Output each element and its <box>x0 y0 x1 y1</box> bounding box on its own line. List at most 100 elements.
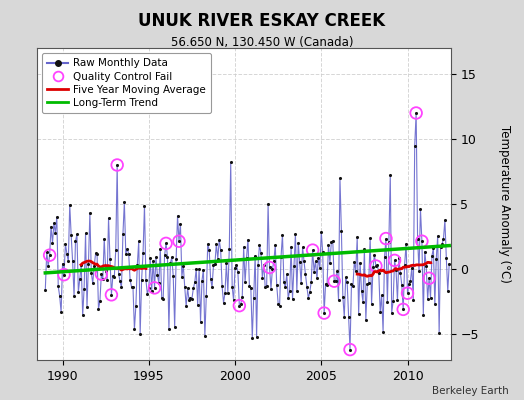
Point <box>99 276 107 283</box>
Point <box>429 245 438 251</box>
Point <box>89 280 97 286</box>
Point <box>189 285 198 292</box>
Point <box>382 235 390 242</box>
Point <box>377 292 386 298</box>
Point <box>221 290 229 296</box>
Point <box>300 258 308 265</box>
Point <box>268 266 277 272</box>
Point <box>301 271 310 277</box>
Point <box>419 311 428 318</box>
Point <box>136 331 145 337</box>
Point <box>205 246 213 253</box>
Point <box>139 250 147 256</box>
Point <box>296 259 304 266</box>
Point <box>152 254 160 261</box>
Point <box>81 230 90 236</box>
Point <box>85 210 94 216</box>
Point <box>360 246 368 252</box>
Point <box>425 275 433 282</box>
Point <box>64 258 72 265</box>
Point <box>80 286 89 292</box>
Point <box>162 240 170 246</box>
Point <box>222 260 231 266</box>
Point <box>156 246 165 252</box>
Point <box>261 284 269 291</box>
Point <box>365 280 373 286</box>
Point <box>77 261 85 268</box>
Point <box>178 274 186 280</box>
Point <box>146 255 155 261</box>
Point <box>290 263 298 269</box>
Point <box>346 346 354 353</box>
Point <box>83 304 91 310</box>
Point <box>326 259 334 266</box>
Point <box>412 110 420 116</box>
Point <box>231 264 239 271</box>
Point <box>399 306 407 312</box>
Point <box>56 293 64 299</box>
Point <box>257 249 265 256</box>
Point <box>305 289 314 296</box>
Point <box>398 282 406 288</box>
Point <box>225 246 234 252</box>
Point <box>436 244 445 250</box>
Point <box>353 234 362 241</box>
Point <box>149 258 157 264</box>
Point <box>147 288 156 294</box>
Point <box>428 252 436 259</box>
Point <box>309 247 317 253</box>
Point <box>382 235 390 242</box>
Point <box>70 292 78 299</box>
Point <box>330 278 339 284</box>
Point <box>313 275 321 282</box>
Point <box>114 271 123 278</box>
Point <box>334 297 343 304</box>
Point <box>145 285 153 291</box>
Point <box>235 302 244 309</box>
Point <box>379 328 387 335</box>
Point <box>202 292 211 299</box>
Point <box>90 263 99 270</box>
Point <box>104 215 113 221</box>
Point <box>193 302 202 308</box>
Point <box>74 289 83 295</box>
Point <box>362 317 370 323</box>
Point <box>439 236 447 242</box>
Point <box>158 295 166 302</box>
Point <box>87 270 95 276</box>
Point <box>324 242 333 249</box>
Point <box>276 303 284 309</box>
Point <box>418 238 426 244</box>
Point <box>444 288 452 295</box>
Point <box>392 267 400 273</box>
Point <box>108 272 117 279</box>
Point <box>67 232 75 238</box>
Point <box>127 284 136 290</box>
Point <box>363 281 372 288</box>
Point <box>413 235 422 242</box>
Point <box>235 302 244 309</box>
Point <box>226 159 235 166</box>
Point <box>421 248 429 255</box>
Point <box>238 294 246 300</box>
Point <box>220 300 228 306</box>
Point <box>376 309 385 316</box>
Point <box>390 257 399 264</box>
Point <box>244 236 252 243</box>
Point <box>122 251 130 257</box>
Point <box>406 278 414 284</box>
Point <box>317 229 325 235</box>
Point <box>375 269 383 276</box>
Point <box>41 286 49 293</box>
Point <box>51 230 60 236</box>
Point <box>412 110 420 116</box>
Point <box>113 162 122 168</box>
Point <box>445 261 453 267</box>
Point <box>248 334 256 341</box>
Point <box>400 261 409 268</box>
Point <box>232 262 241 268</box>
Point <box>253 334 261 340</box>
Point <box>438 241 446 248</box>
Point <box>63 250 71 257</box>
Point <box>216 247 225 253</box>
